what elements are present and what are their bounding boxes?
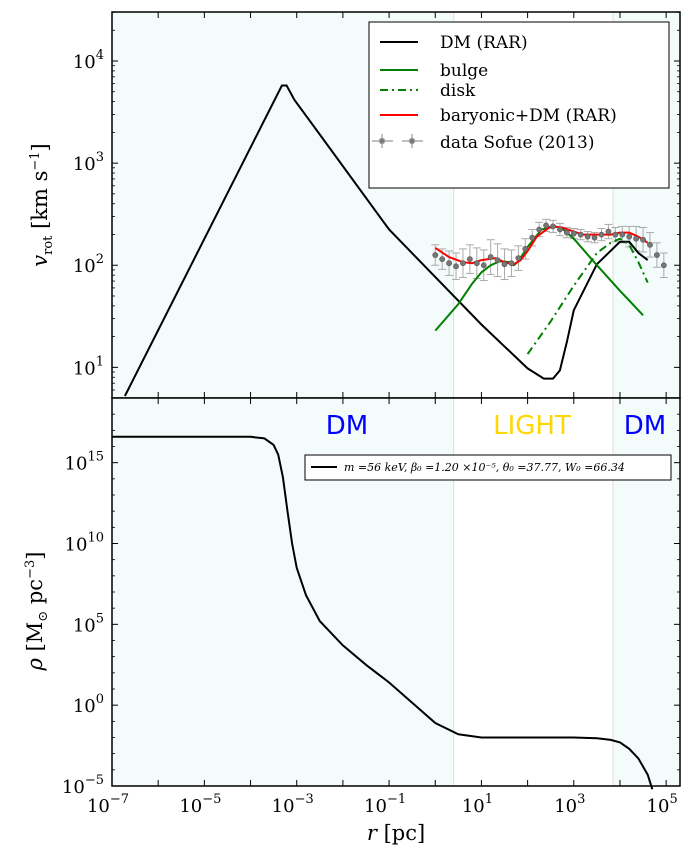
- data-point: [577, 231, 584, 238]
- data-point: [633, 235, 640, 242]
- data-point: [626, 233, 633, 240]
- data-point: [473, 260, 480, 267]
- x-tick-label: 10−5: [179, 792, 221, 817]
- x-tick-label: 10−3: [272, 792, 314, 817]
- top-legend: DM (RAR) bulge disk baryonic+DM (RAR) da…: [368, 21, 670, 189]
- data-point: [432, 252, 439, 258]
- series-line-dm-rar-: [124, 84, 649, 397]
- legend-label-dm: DM (RAR): [440, 33, 528, 53]
- region-label-dm-right: DM: [624, 411, 666, 441]
- y-tick-label: 103: [73, 150, 104, 175]
- data-point: [612, 231, 619, 238]
- x-tick-label: 101: [462, 792, 493, 817]
- x-tick-label: 10−1: [364, 792, 406, 817]
- data-point: [660, 262, 667, 269]
- bottom-series-group: [112, 435, 654, 790]
- data-point: [522, 246, 529, 252]
- bottom-plot-frame: [111, 397, 681, 787]
- bottom-legend: m =56 keV, β₀ =1.20 ×10⁻⁵, θ₀ =37.77, W₀…: [304, 454, 672, 481]
- y-tick-label: 104: [73, 48, 104, 73]
- data-point: [654, 252, 660, 258]
- data-point: [508, 260, 515, 267]
- y-tick-label: 10−5: [62, 773, 104, 798]
- legend-label-bulge: bulge: [440, 61, 488, 81]
- data-point: [647, 241, 653, 248]
- region-label-light: LIGHT: [493, 411, 571, 441]
- y-tick-label: 1010: [65, 531, 104, 556]
- data-point: [605, 228, 612, 235]
- bottom-legend-box: [304, 454, 672, 481]
- bottom-ylabel: ρ [M⊙ pc−3]: [23, 552, 51, 672]
- x-tick-label: 10−7: [87, 792, 129, 817]
- data-point: [529, 234, 536, 241]
- data-point: [598, 231, 605, 238]
- data-point: [570, 230, 577, 237]
- bottom-ticks: 10−7 10−5 10−3 10−1 101 103 10510−510010510101…: [62, 398, 680, 817]
- region-label-dm-left: DM: [326, 411, 368, 441]
- bottom-legend-label: m =56 keV, β₀ =1.20 ×10⁻⁵, θ₀ =37.77, W₀…: [344, 461, 625, 474]
- top-ylabel: vrot [km s−1]: [28, 143, 56, 267]
- y-tick-label: 101: [73, 354, 104, 379]
- data-point: [480, 262, 487, 269]
- data-point: [563, 229, 570, 236]
- data-point: [640, 236, 646, 243]
- data-point: [501, 261, 508, 268]
- legend-swatch-data: [372, 134, 423, 148]
- data-point: [584, 233, 591, 240]
- series-line-density: [112, 435, 654, 790]
- data-point: [591, 234, 598, 241]
- x-tick-label: 105: [647, 792, 678, 817]
- data-point: [446, 260, 453, 267]
- data-point: [466, 256, 473, 263]
- data-point: [460, 260, 466, 267]
- bottom-xlabel: r [pc]: [367, 821, 425, 845]
- data-point: [515, 255, 522, 262]
- x-tick-label: 103: [554, 792, 585, 817]
- legend-label-disk: disk: [440, 81, 476, 101]
- data-point: [557, 226, 563, 233]
- legend-label-total: baryonic+DM (RAR): [440, 106, 617, 126]
- data-point: [619, 231, 626, 238]
- data-point: [543, 222, 549, 229]
- y-tick-label: 100: [73, 692, 104, 717]
- data-point: [453, 263, 459, 270]
- data-point: [550, 223, 556, 230]
- data-point: [494, 257, 501, 264]
- data-point: [487, 254, 494, 260]
- legend-label-data: data Sofue (2013): [440, 133, 595, 153]
- y-tick-label: 102: [73, 252, 104, 277]
- y-tick-label: 1015: [65, 450, 104, 475]
- series-line-disk: [526, 237, 649, 355]
- top-series-group: [124, 84, 667, 397]
- data-point: [536, 226, 543, 233]
- bottom-panel: 10−7 10−5 10−3 10−1 101 103 10510−510010510101…: [23, 397, 681, 845]
- data-point: [439, 256, 446, 263]
- top-panel: 101 102 103 104 DM (RAR) bulge disk baryoni…: [28, 11, 681, 399]
- top-legend-box: [368, 21, 670, 189]
- y-tick-label: 105: [73, 611, 104, 636]
